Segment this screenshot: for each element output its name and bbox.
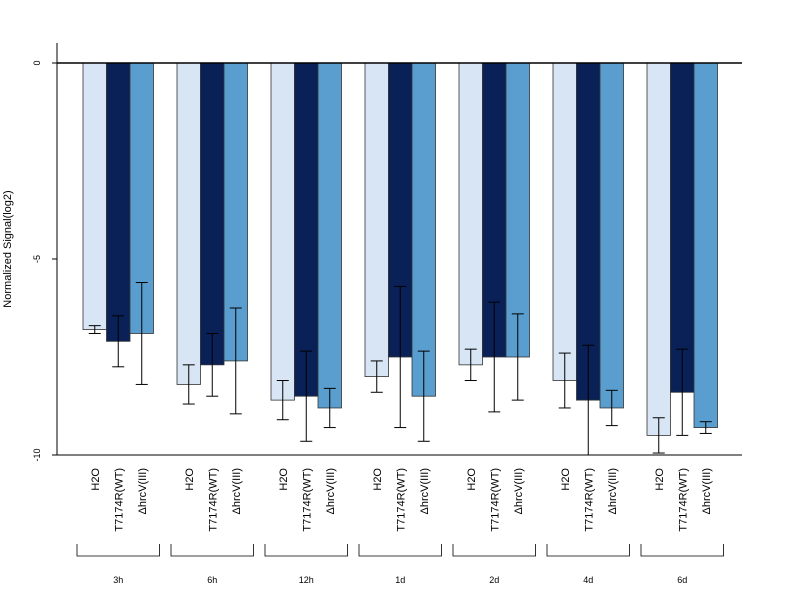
error-bar — [676, 348, 689, 436]
bar — [599, 62, 624, 409]
category-label: ΔhrcV(III) — [607, 468, 619, 514]
error-bar — [112, 315, 125, 368]
group-bracket: 1d — [358, 544, 442, 585]
bar — [646, 62, 671, 436]
bar — [317, 62, 342, 409]
category-label: H2O — [90, 468, 102, 491]
error-bar — [229, 307, 242, 415]
error-bar — [464, 348, 477, 382]
group-label: 1d — [395, 575, 405, 585]
error-bar — [300, 350, 313, 442]
group-label: 12h — [299, 575, 314, 585]
error-bar — [88, 325, 101, 334]
category-label: T7174R(WT) — [489, 468, 501, 532]
group-label: 4d — [583, 575, 593, 585]
group-bracket: 2d — [452, 544, 536, 585]
group-bracket: 3h — [76, 544, 160, 585]
bar — [176, 62, 201, 385]
error-bars-layer — [88, 282, 712, 456]
bar — [82, 62, 107, 330]
group-bracket: 6h — [170, 544, 254, 585]
group-label: 6h — [207, 575, 217, 585]
group-bracket: 12h — [264, 544, 348, 585]
category-label: ΔhrcV(III) — [137, 468, 149, 514]
y-tick-label: -5 — [32, 255, 42, 263]
category-label: H2O — [560, 468, 572, 491]
bar — [411, 62, 436, 397]
group-label: 3h — [113, 575, 123, 585]
error-bar — [558, 352, 571, 409]
category-label: ΔhrcV(III) — [325, 468, 337, 514]
error-bar — [699, 421, 712, 434]
bar — [505, 62, 530, 358]
category-label: ΔhrcV(III) — [419, 468, 431, 514]
error-bar — [605, 389, 618, 427]
group-label: 6d — [677, 575, 687, 585]
bar — [200, 62, 225, 366]
category-label: ΔhrcV(III) — [701, 468, 713, 514]
bar — [364, 62, 389, 378]
y-axis: 0 -5 -10 — [32, 43, 58, 462]
bar — [270, 62, 295, 401]
bars-layer — [82, 62, 718, 436]
y-axis-title: Normalized Signal(log2) — [2, 190, 14, 307]
bar — [458, 62, 483, 366]
category-label: T7174R(WT) — [113, 468, 125, 532]
category-label: T7174R(WT) — [583, 468, 595, 532]
group-label: 2d — [489, 575, 499, 585]
group-bracket: 6d — [640, 544, 724, 585]
category-label: H2O — [184, 468, 196, 491]
category-label: H2O — [278, 468, 290, 491]
error-bar — [276, 380, 289, 421]
error-bar — [417, 350, 430, 442]
category-label: ΔhrcV(III) — [513, 468, 525, 514]
bar — [552, 62, 577, 381]
error-bar — [182, 364, 195, 405]
bar — [294, 62, 319, 397]
error-bar — [394, 285, 407, 429]
error-bar — [488, 301, 501, 413]
error-bar — [323, 387, 336, 429]
category-labels-layer: H2O T7174R(WT) ΔhrcV(III) H2O T7174R(WT) Δhrc… — [90, 468, 713, 532]
category-label: H2O — [466, 468, 478, 491]
bar — [670, 62, 695, 393]
category-label: H2O — [372, 468, 384, 491]
category-label: T7174R(WT) — [301, 468, 313, 532]
bar — [106, 62, 131, 342]
bar — [693, 62, 718, 428]
category-label: ΔhrcV(III) — [231, 468, 243, 514]
error-bar — [206, 332, 219, 397]
category-label: T7174R(WT) — [207, 468, 219, 532]
group-brackets-layer: 3h 6h 12h 1d 2d 4d 6d — [76, 544, 724, 585]
error-bar — [511, 313, 524, 401]
error-bar — [135, 282, 148, 385]
category-label: H2O — [654, 468, 666, 491]
category-label: T7174R(WT) — [395, 468, 407, 532]
group-bracket: 4d — [546, 544, 630, 585]
error-bar — [652, 417, 665, 454]
y-tick-label: 0 — [32, 60, 42, 65]
y-tick-label: -10 — [32, 448, 42, 461]
error-bar — [370, 360, 383, 393]
category-label: T7174R(WT) — [677, 468, 689, 532]
